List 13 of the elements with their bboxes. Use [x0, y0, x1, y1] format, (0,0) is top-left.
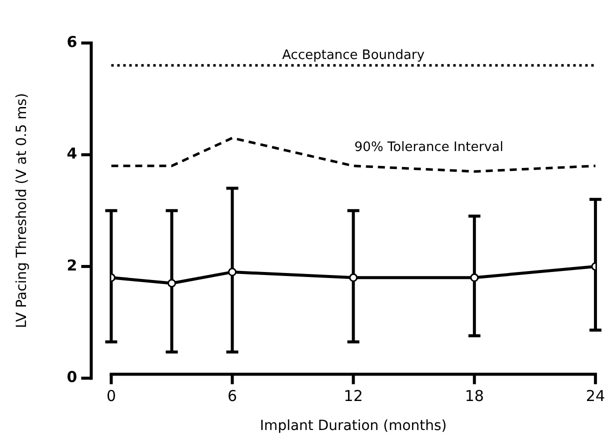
y-tick-label: 0 [66, 368, 78, 386]
y-tick-label: 4 [66, 144, 78, 163]
x-tick-label: 12 [344, 387, 363, 406]
x-tick-label: 0 [106, 387, 116, 406]
y-axis-title: LV Pacing Threshold (V at 0.5 ms) [14, 93, 30, 328]
y-tick-label: 6 [66, 32, 78, 51]
ref-line-label: Acceptance Boundary [282, 48, 425, 64]
y-tick-label: 2 [66, 256, 78, 274]
x-tick-label: 18 [464, 387, 484, 406]
x-axis-title: Implant Duration (months) [260, 418, 447, 434]
x-tick-label: 6 [228, 387, 238, 406]
series-label: 90% Tolerance Interval [354, 140, 504, 155]
x-tick-label: 24 [586, 387, 606, 406]
